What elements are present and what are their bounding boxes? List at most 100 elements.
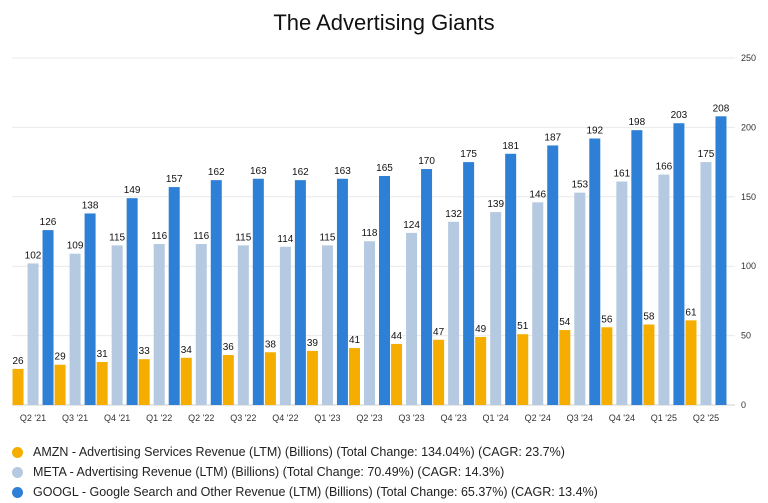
bar	[138, 359, 150, 405]
data-label: 61	[685, 307, 697, 318]
bar	[180, 357, 192, 405]
x-tick-label: Q1 '25	[651, 413, 677, 423]
data-label: 115	[319, 232, 335, 243]
bar	[222, 355, 234, 405]
x-tick-label: Q4 '24	[609, 413, 635, 423]
data-label: 26	[12, 356, 24, 367]
bar	[505, 153, 517, 405]
x-tick-label: Q1 '22	[146, 413, 172, 423]
x-tick-label: Q1 '23	[314, 413, 340, 423]
data-label: 115	[109, 232, 125, 243]
bar	[406, 232, 418, 405]
bar	[559, 330, 571, 405]
data-label: 118	[362, 228, 378, 239]
bar	[658, 174, 670, 405]
data-label: 139	[487, 199, 504, 210]
bar	[336, 178, 348, 405]
data-label: 29	[55, 352, 67, 363]
data-label: 166	[656, 162, 673, 173]
data-label: 192	[586, 126, 603, 137]
x-tick-label: Q4 '21	[104, 413, 130, 423]
x-tick-label: Q2 '24	[525, 413, 551, 423]
data-label: 165	[376, 163, 393, 174]
x-tick-label: Q4 '23	[440, 413, 466, 423]
bar	[294, 180, 306, 405]
x-tick-label: Q3 '21	[62, 413, 88, 423]
legend-label: AMZN - Advertising Services Revenue (LTM…	[33, 445, 565, 459]
bar	[210, 180, 222, 405]
data-label: 187	[544, 132, 561, 143]
legend-label: META - Advertising Revenue (LTM) (Billio…	[33, 465, 505, 479]
data-label: 38	[265, 339, 277, 350]
bar	[96, 361, 108, 405]
legend-swatch	[12, 466, 23, 478]
y-tick-label: 0	[741, 400, 746, 410]
legend-item: META - Advertising Revenue (LTM) (Billio…	[12, 463, 598, 481]
bar	[306, 350, 318, 405]
bar	[237, 245, 249, 405]
data-label: 56	[601, 314, 613, 325]
legend-item: GOOGL - Google Search and Other Revenue …	[12, 483, 598, 501]
bar	[42, 230, 54, 405]
bar	[463, 162, 475, 405]
data-label: 31	[97, 349, 109, 360]
data-label: 175	[698, 149, 715, 160]
data-label: 116	[193, 231, 209, 242]
bar	[490, 212, 502, 405]
data-label: 109	[67, 241, 84, 252]
bar	[111, 245, 123, 405]
bar	[27, 263, 39, 405]
y-tick-label: 100	[741, 261, 756, 271]
bar	[279, 246, 291, 405]
bar	[168, 187, 180, 405]
bar	[12, 368, 24, 405]
bar	[574, 192, 586, 405]
y-tick-label: 150	[741, 192, 756, 202]
bar	[448, 221, 460, 405]
bar	[379, 175, 390, 405]
bar	[264, 352, 276, 405]
x-tick-label: Q4 '22	[272, 413, 298, 423]
x-tick-label: Q3 '23	[398, 413, 424, 423]
data-label: 102	[25, 250, 42, 261]
data-label: 163	[334, 166, 351, 177]
bar	[673, 123, 685, 406]
data-label: 181	[502, 141, 519, 152]
bar	[84, 213, 96, 405]
bar	[601, 327, 613, 405]
data-label: 149	[124, 185, 141, 196]
y-tick-label: 50	[741, 331, 751, 341]
data-label: 138	[82, 200, 99, 211]
data-label: 124	[403, 220, 420, 231]
legend-swatch	[12, 446, 23, 458]
data-label: 198	[629, 117, 646, 128]
x-tick-label: Q2 '21	[20, 413, 46, 423]
data-label: 49	[475, 324, 487, 335]
bar	[69, 253, 81, 405]
bar	[532, 202, 544, 405]
data-label: 126	[40, 217, 57, 228]
legend-swatch	[12, 486, 23, 498]
data-label: 163	[250, 166, 267, 177]
y-tick-label: 250	[741, 53, 756, 63]
bar	[433, 339, 445, 405]
bar	[126, 198, 138, 405]
data-label: 41	[349, 335, 361, 346]
data-label: 162	[208, 167, 225, 178]
bar	[349, 348, 360, 405]
bar	[195, 243, 207, 405]
bar	[153, 243, 165, 405]
bar	[252, 178, 264, 405]
data-label: 175	[460, 149, 477, 160]
x-tick-label: Q2 '25	[693, 413, 719, 423]
bar	[475, 336, 487, 405]
data-label: 157	[166, 174, 183, 185]
data-label: 58	[643, 311, 655, 322]
bar	[589, 138, 601, 405]
data-label: 51	[517, 321, 529, 332]
data-label: 36	[223, 342, 235, 353]
bar	[54, 364, 66, 405]
data-label: 33	[139, 346, 151, 357]
bar	[715, 116, 727, 406]
